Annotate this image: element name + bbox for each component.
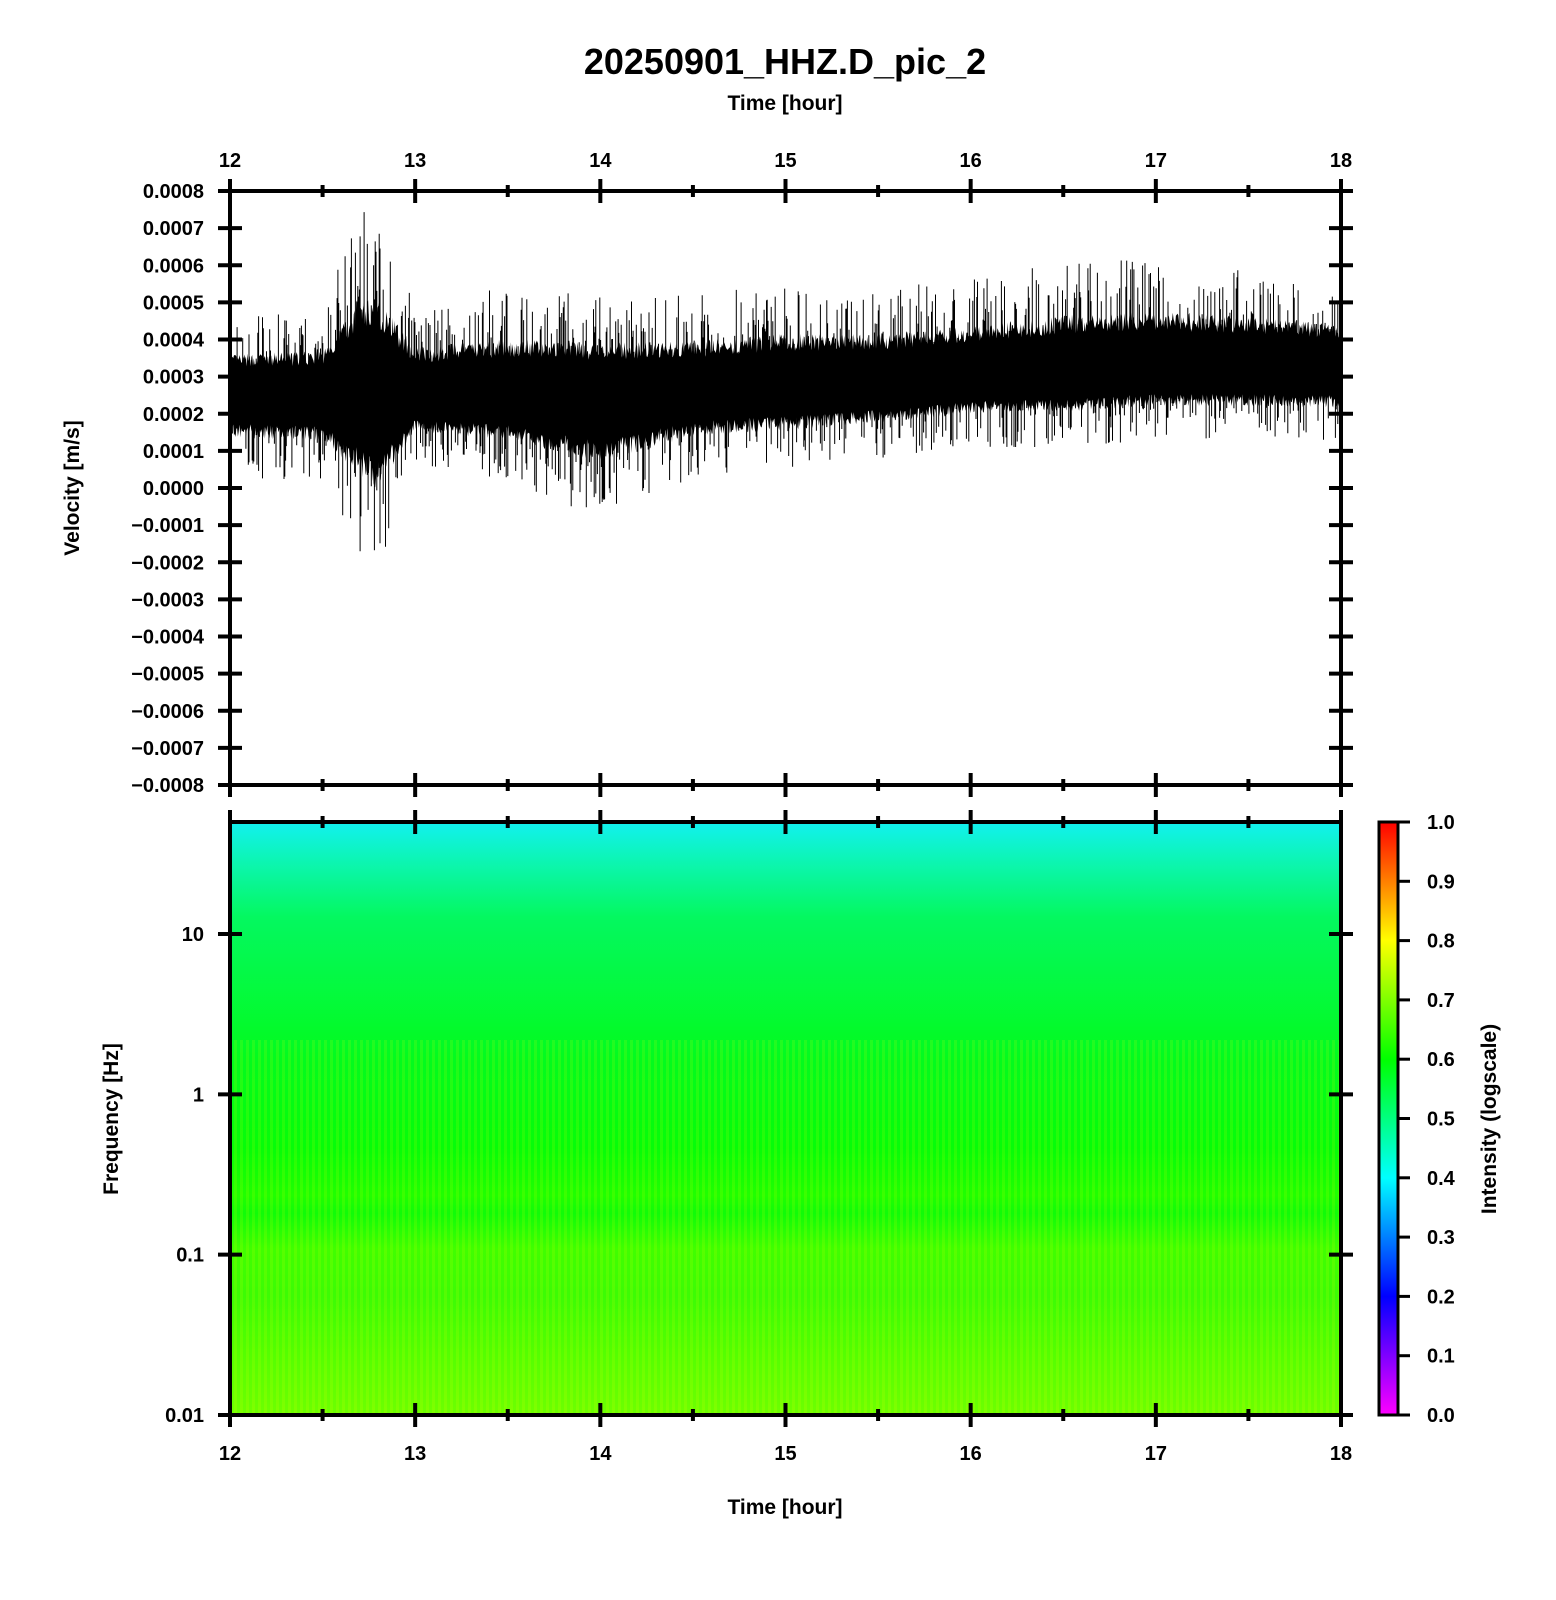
top-x-tick-label: 15 [774,150,796,172]
colorbar-ticks: 1.0 0.9 0.8 0.7 0.6 0.5 0.4 0.3 0.2 0.1 0.0 [1398,812,1456,1427]
colorbar-tick-label: 0.1 [1427,1346,1455,1368]
spectrogram-texture [230,1040,1341,1415]
bottom-x-axis-label: Time [hour] [727,1496,842,1519]
top-x-tick-label: 12 [219,150,241,172]
colorbar-tick-label: 0.3 [1427,1227,1455,1249]
colorbar-tick-label: 0.5 [1427,1109,1455,1131]
top-x-tick-labels: 12 13 14 15 16 17 18 [219,150,1352,172]
waveform-plot-frame [228,189,1343,787]
velocity-y-tick-label: −0.0003 [131,589,204,611]
top-x-tick-label: 14 [589,150,612,172]
bottom-x-tick-label: 13 [404,1443,426,1465]
velocity-y-tick-label: 0.0008 [143,181,204,203]
velocity-y-tick-label: 0.0005 [143,292,204,314]
velocity-y-tick-label: −0.0005 [131,664,204,686]
bottom-x-tick-label: 17 [1145,1443,1167,1465]
colorbar-tick-label: 0.7 [1427,990,1455,1012]
bottom-x-tick-label: 12 [219,1443,241,1465]
colorbar-tick-label: 1.0 [1427,812,1455,834]
bottom-x-tick-label: 15 [774,1443,796,1465]
top-x-tick-label: 18 [1330,150,1352,172]
chart-title: 20250901_HHZ.D_pic_2 [584,41,986,82]
frequency-y-tick-label: 0.1 [176,1245,204,1267]
velocity-y-tick-label: 0.0002 [143,404,204,426]
colorbar-label: Intensity (logscale) [1478,1024,1501,1214]
colorbar-tick-label: 0.2 [1427,1286,1455,1308]
top-x-axis-label: Time [hour] [727,92,842,115]
waveform-trace [230,212,1341,552]
velocity-y-tick-label: −0.0004 [131,627,205,649]
bottom-x-tick-labels: 12 13 14 15 16 17 18 [219,1443,1352,1465]
velocity-y-tick-label: −0.0007 [131,738,204,760]
colorbar-tick-label: 0.8 [1427,931,1455,953]
spectrogram-plot-frame [228,820,1343,1417]
velocity-y-tick-label: 0.0006 [143,255,204,277]
velocity-y-tick-label: −0.0002 [131,552,204,574]
bottom-x-tick-label: 14 [589,1443,612,1465]
top-x-tick-label: 16 [960,150,982,172]
waveform-spikes [230,212,1341,552]
top-x-tick-label: 17 [1145,150,1167,172]
frequency-y-tick-label: 1 [193,1084,204,1106]
velocity-y-tick-label: −0.0001 [131,515,204,537]
velocity-y-tick-label: 0.0000 [143,478,204,500]
colorbar-tick-label: 0.6 [1427,1049,1455,1071]
bottom-x-tick-label: 18 [1330,1443,1352,1465]
colorbar-tick-label: 0.4 [1427,1168,1456,1190]
top-x-tick-label: 13 [404,150,426,172]
velocity-y-tick-label: 0.0001 [143,441,204,463]
velocity-y-tick-label: −0.0006 [131,701,204,723]
colorbar-tick-label: 0.9 [1427,871,1455,893]
frequency-y-tick-label: 0.01 [165,1405,204,1427]
velocity-y-tick-label: 0.0003 [143,367,204,389]
frequency-y-tick-labels: 10 1 0.1 0.01 [165,924,204,1427]
velocity-y-tick-label: −0.0008 [131,775,204,797]
colorbar [1377,820,1400,1417]
bottom-x-tick-label: 16 [960,1443,982,1465]
colorbar-tick-label: 0.0 [1427,1405,1455,1427]
velocity-y-tick-label: 0.0004 [143,330,205,352]
velocity-y-axis-label: Velocity [m/s] [61,420,84,555]
frequency-y-tick-label: 10 [182,924,204,946]
frequency-y-axis-label: Frequency [Hz] [100,1043,123,1195]
velocity-y-tick-label: 0.0007 [143,218,204,240]
velocity-y-tick-labels: 0.0008 0.0007 0.0006 0.0005 0.0004 0.0003 0.00… [131,181,205,797]
